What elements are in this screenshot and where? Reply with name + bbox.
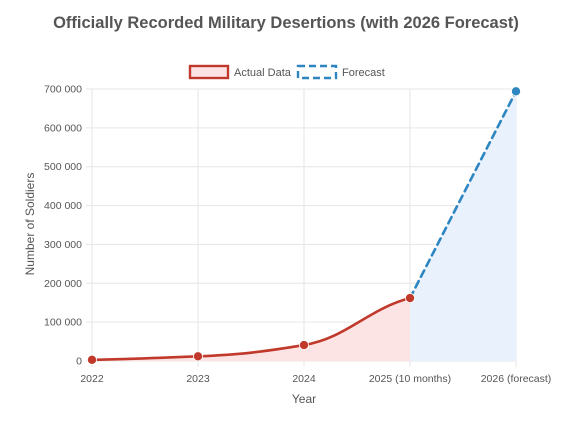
actual-data-point	[192, 351, 203, 362]
forecast-data-point	[510, 86, 521, 97]
series-lines	[90, 90, 518, 362]
y-tick-label: 100 000	[44, 317, 82, 329]
y-tick-label: 300 000	[44, 239, 82, 251]
x-tick-label: 2023	[186, 373, 210, 385]
chart-legend: Actual Data Forecast	[188, 64, 385, 80]
chart-title: Officially Recorded Military Desertions …	[53, 14, 519, 32]
forecast-series-line	[408, 90, 518, 300]
actual-data-point	[298, 340, 309, 351]
y-tick-label: 200 000	[44, 278, 82, 290]
actual-area-fill	[92, 298, 410, 361]
actual-data-point	[404, 293, 415, 304]
legend-label: Forecast	[342, 67, 385, 79]
x-axis-label: Year	[292, 392, 316, 406]
y-tick-label: 600 000	[44, 122, 82, 134]
x-tick-label: 2025 (10 months)	[369, 373, 451, 385]
legend-label: Actual Data	[234, 67, 292, 79]
y-tick-label: 700 000	[44, 84, 82, 96]
x-tick-label: 2024	[292, 373, 316, 385]
legend-swatch	[188, 64, 230, 80]
forecast-area-fill	[410, 91, 516, 362]
actual-data-point	[87, 354, 98, 365]
y-tick-label: 0	[76, 356, 82, 368]
actual-series-line	[90, 296, 412, 362]
area-fills	[92, 91, 516, 362]
legend-swatch	[296, 64, 338, 80]
x-tick-label: 2022	[80, 373, 104, 385]
data-points	[87, 86, 521, 365]
x-tick-label: 2026 (forecast)	[481, 373, 552, 385]
y-tick-label: 400 000	[44, 200, 82, 212]
y-axis-label: Number of Soldiers	[23, 173, 37, 276]
y-tick-label: 500 000	[44, 161, 82, 173]
axes: 0 100 000 200 000 300 000 400 000 500 000 600 …	[44, 84, 551, 386]
